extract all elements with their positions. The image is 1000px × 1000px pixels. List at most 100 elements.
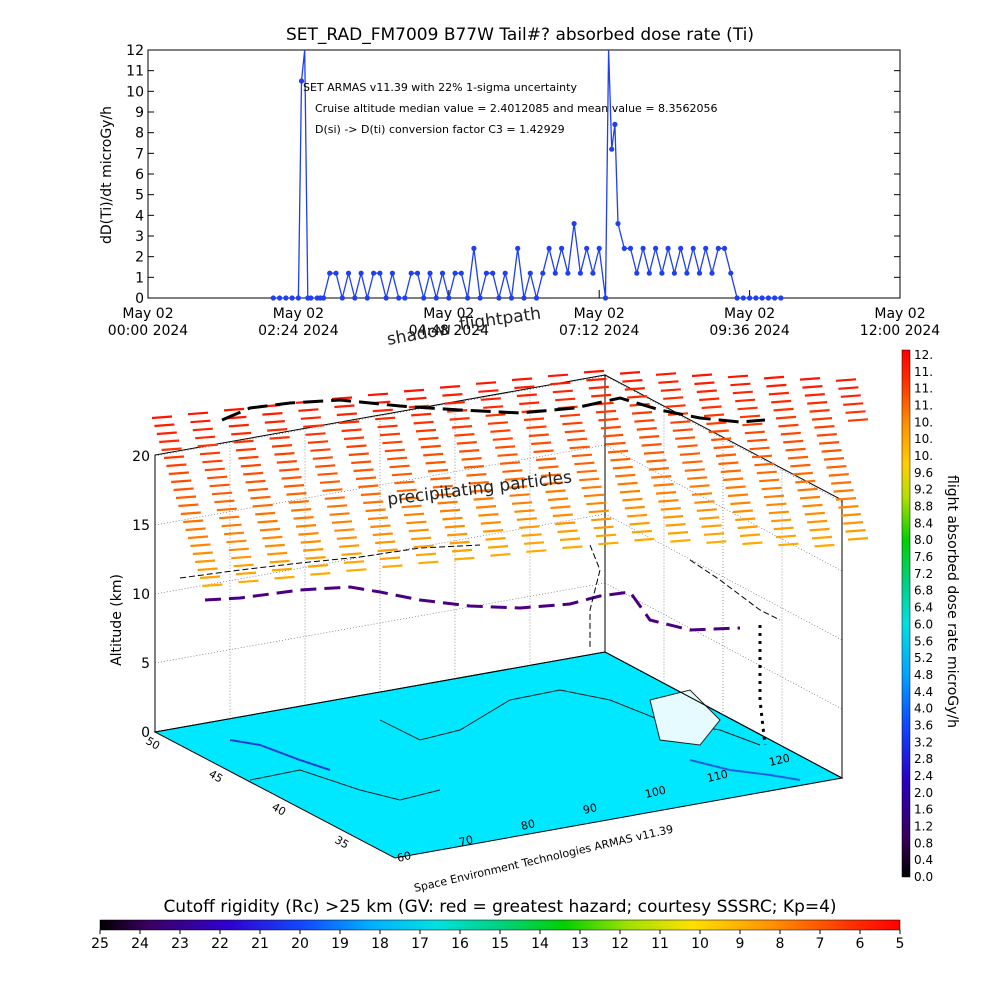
particle-mark xyxy=(324,496,345,500)
particle-mark xyxy=(540,473,561,478)
particle-mark xyxy=(658,499,679,503)
particle-mark xyxy=(631,529,653,534)
ts-xtick-line1: May 02 xyxy=(874,306,925,322)
particle-mark xyxy=(833,489,854,493)
particle-mark xyxy=(487,545,509,549)
particle-mark xyxy=(269,559,290,564)
particle-mark xyxy=(835,378,857,382)
particle-mark xyxy=(756,470,777,475)
chart-title: SET_RAD_FM7009 B77W Tail#? absorbed dose… xyxy=(286,25,754,45)
particle-mark xyxy=(780,431,801,436)
particle-mark xyxy=(439,385,461,389)
ts-xtick-line2: 12:00 2024 xyxy=(860,323,941,339)
particle-mark xyxy=(454,433,475,437)
particle-mark xyxy=(727,493,749,498)
ts-point xyxy=(721,245,728,251)
particle-mark xyxy=(574,461,595,466)
hcb-tick-label: 17 xyxy=(411,936,429,952)
ts-point xyxy=(427,270,433,276)
particle-mark xyxy=(826,465,847,469)
particle-mark xyxy=(840,394,861,398)
particle-mark xyxy=(699,397,720,402)
particle-mark xyxy=(199,451,221,456)
ts-point xyxy=(615,221,621,227)
ts-point xyxy=(634,270,640,276)
particle-mark xyxy=(847,537,869,541)
particle-mark xyxy=(487,421,509,425)
particle-mark xyxy=(396,488,417,493)
ts-point xyxy=(627,245,634,251)
particle-mark xyxy=(713,445,734,450)
particle-mark xyxy=(387,456,408,461)
particle-mark xyxy=(233,439,254,444)
particle-mark xyxy=(336,412,357,417)
particle-mark xyxy=(202,459,223,464)
particle-mark xyxy=(216,507,237,512)
ts-point xyxy=(590,270,596,276)
ts-xtick-line1: May 02 xyxy=(724,306,775,322)
particle-mark xyxy=(231,431,252,436)
particle-mark xyxy=(399,496,420,501)
particle-mark xyxy=(339,544,360,548)
particle-mark xyxy=(276,460,297,464)
particle-mark xyxy=(166,463,187,468)
particle-mark xyxy=(593,525,614,530)
ts-point xyxy=(508,295,515,301)
particle-mark xyxy=(408,528,429,533)
particle-mark xyxy=(372,532,393,537)
particle-mark xyxy=(687,476,708,480)
particle-mark xyxy=(305,432,326,436)
particle-mark xyxy=(763,375,785,380)
vcb-tick-label: 3.2 xyxy=(914,735,933,749)
particle-mark xyxy=(677,444,698,448)
particle-mark xyxy=(211,491,233,496)
particle-mark xyxy=(298,532,319,536)
particle-mark xyxy=(499,461,521,465)
particle-mark xyxy=(235,571,257,576)
particle-mark xyxy=(259,527,281,532)
particle-mark xyxy=(559,537,581,542)
ts-point xyxy=(571,221,577,227)
particle-mark xyxy=(730,501,751,506)
particle-mark xyxy=(235,447,257,452)
particle-mark xyxy=(631,411,653,415)
particle-mark xyxy=(598,541,619,546)
particle-mark xyxy=(845,410,866,414)
particle-mark xyxy=(367,516,389,521)
particle-mark xyxy=(562,421,583,426)
particle-mark xyxy=(799,495,821,500)
ts-point xyxy=(533,295,540,301)
particle-mark xyxy=(737,406,758,411)
particle-mark xyxy=(423,452,444,457)
vcb-tick-label: 2.4 xyxy=(914,769,933,783)
particle-mark xyxy=(665,523,686,527)
alt-tick-label: 5 xyxy=(141,656,150,672)
particle-mark xyxy=(706,421,727,426)
particle-mark xyxy=(288,500,309,504)
particle-mark xyxy=(255,511,276,516)
particle-mark xyxy=(555,521,576,526)
particle-mark xyxy=(809,527,830,532)
particle-mark xyxy=(341,552,362,556)
lon-tick-label: 90 xyxy=(582,801,599,817)
particle-mark xyxy=(588,509,609,514)
particle-mark xyxy=(303,548,324,552)
particle-mark xyxy=(838,386,859,390)
particle-mark xyxy=(475,381,497,385)
ts-point xyxy=(747,295,753,301)
ts-point xyxy=(521,295,527,301)
particle-mark xyxy=(550,505,571,510)
particle-mark xyxy=(607,449,629,454)
particle-mark xyxy=(291,508,312,512)
ts-point xyxy=(759,295,765,301)
particle-mark xyxy=(708,429,729,434)
particle-mark xyxy=(286,492,307,496)
particle-mark xyxy=(711,437,732,442)
particle-mark xyxy=(526,425,547,430)
particle-mark xyxy=(814,425,835,429)
particle-mark xyxy=(319,480,341,484)
particle-mark xyxy=(795,479,816,484)
ts-point xyxy=(778,295,784,301)
ts-ytick-label: 12 xyxy=(126,43,144,59)
particle-mark xyxy=(315,464,336,468)
